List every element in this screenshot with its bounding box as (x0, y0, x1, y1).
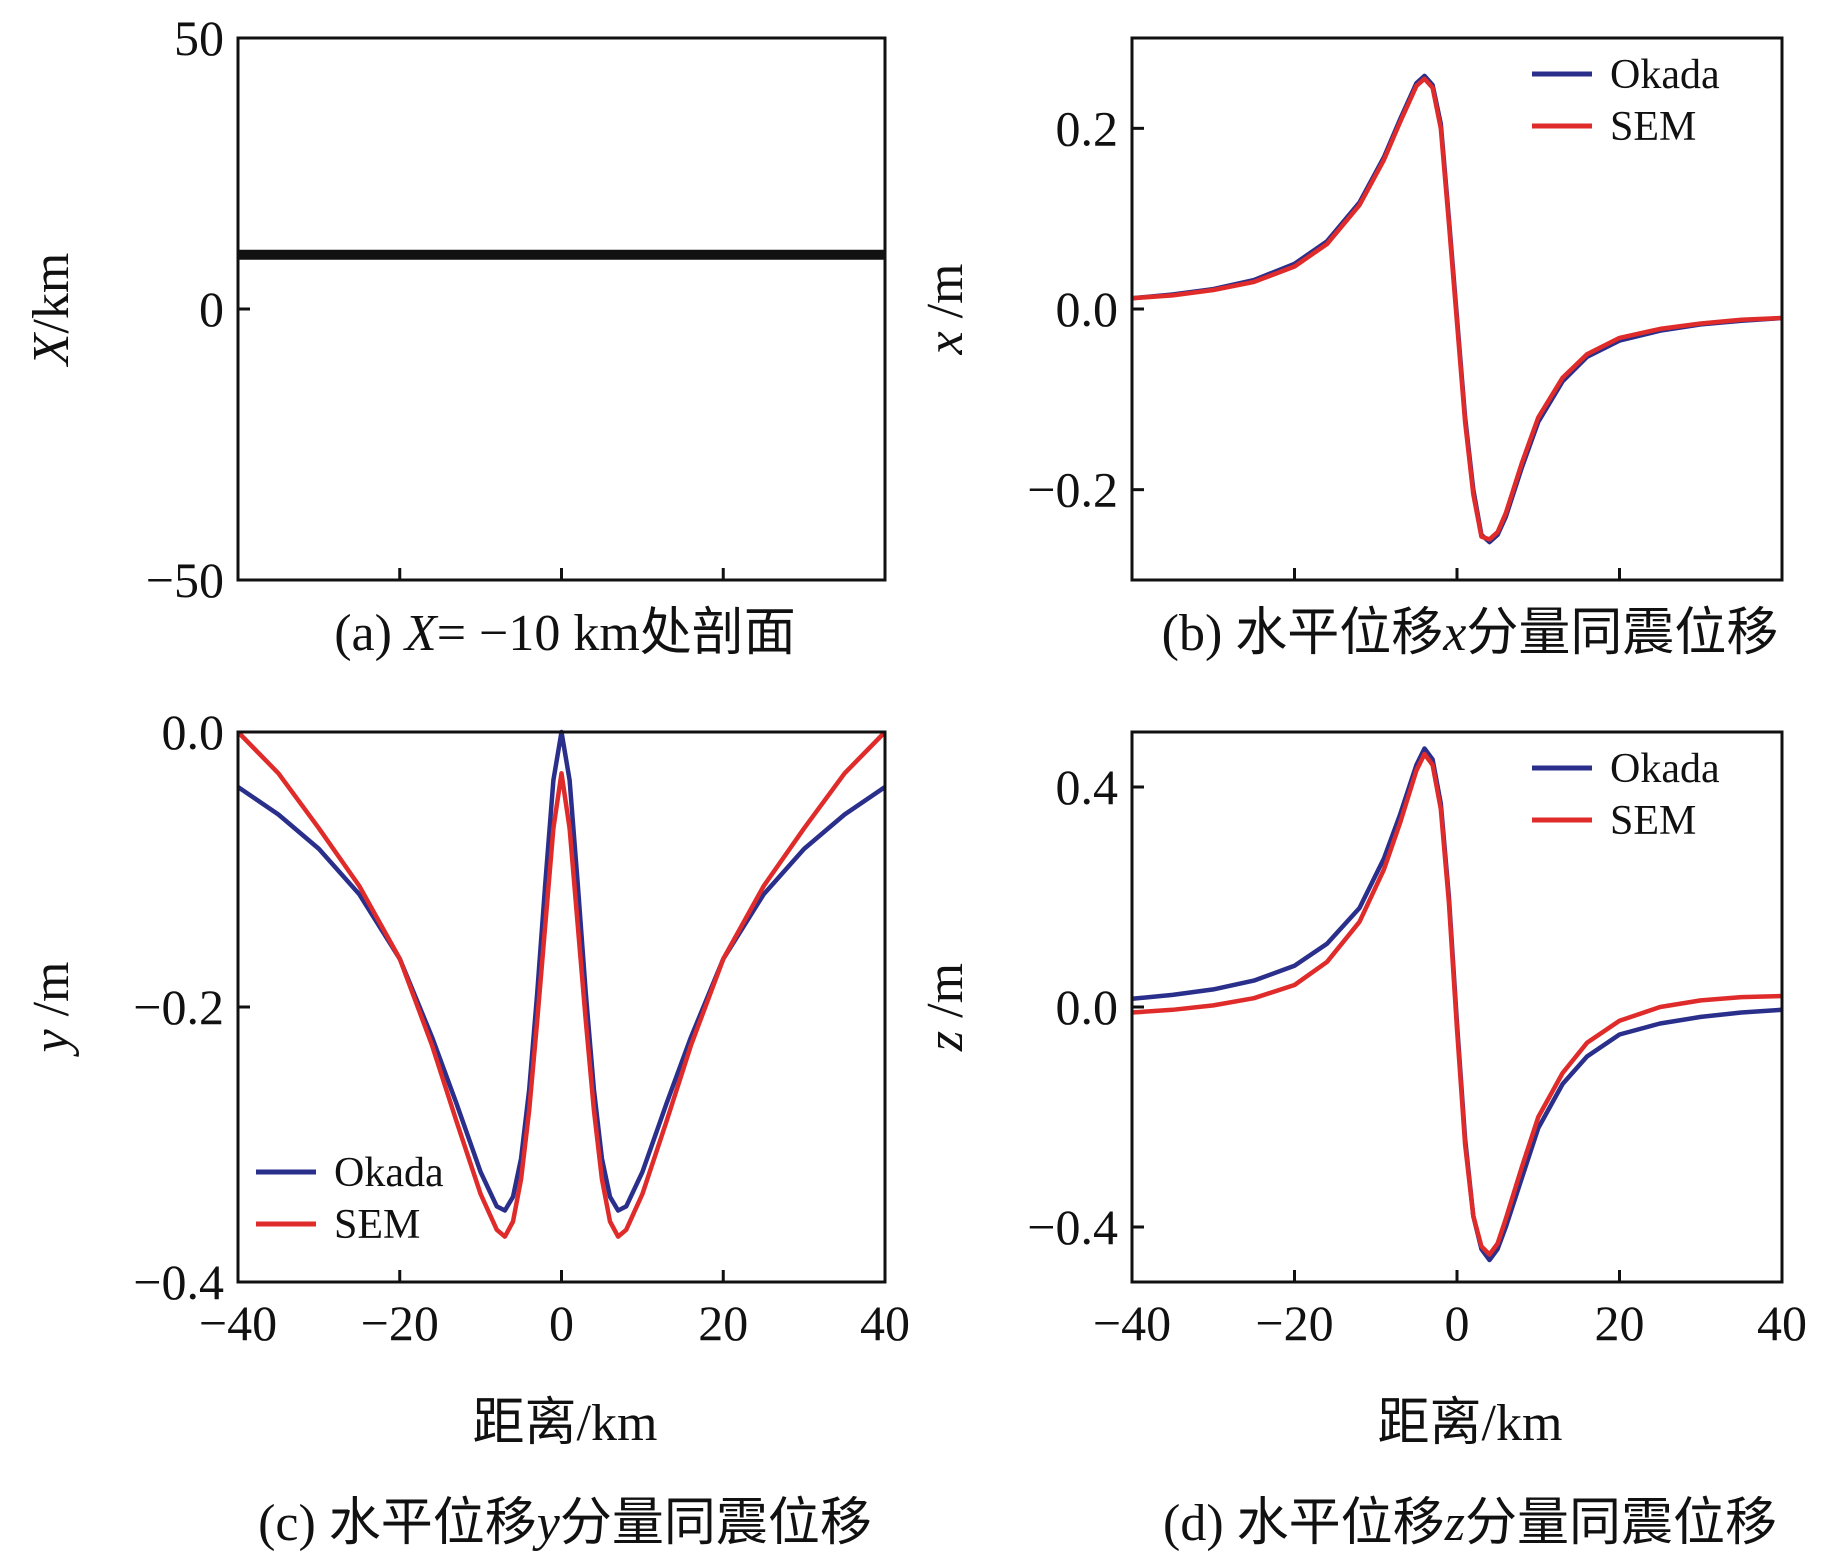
axes-frame (236, 36, 887, 582)
x-tick-label: 0 (1445, 1295, 1470, 1351)
x-tick-label: 40 (1757, 1295, 1807, 1351)
y-tick-label: 0.0 (162, 704, 225, 760)
panel-a: −50 0 50 X/km (23, 10, 887, 608)
x-tick-label: −40 (1093, 1295, 1171, 1351)
panel-b: −0.2 0.0 0.2 x /m Okada SEM (917, 36, 1784, 582)
x-tick-label: −20 (361, 1295, 439, 1351)
y-tick-label: −0.4 (1027, 1199, 1118, 1255)
axes-frame (236, 730, 887, 1284)
y-tick-label: −50 (146, 552, 224, 608)
x-tick-label: 0 (549, 1295, 574, 1351)
y-axis-label: z /m (917, 963, 974, 1052)
x-tick-label: 20 (1595, 1295, 1645, 1351)
legend-label-sem: SEM (1610, 104, 1696, 150)
x-axis-label-c: 距离/km (473, 1395, 658, 1452)
x-tick-label: 40 (860, 1295, 910, 1351)
y-tick-label: −0.2 (1027, 462, 1118, 518)
series-line-sem (1131, 76, 1783, 542)
x-axis-label-d: 距离/km (1378, 1395, 1563, 1452)
y-tick-label: 50 (174, 10, 224, 66)
x-tick-label: −20 (1255, 1295, 1333, 1351)
y-axis-label: y /m (23, 962, 80, 1058)
y-tick-label: −0.2 (133, 979, 224, 1035)
x-tick-label: 20 (698, 1295, 748, 1351)
y-tick-label: 0 (199, 281, 224, 337)
y-axis-label: x /m (917, 264, 974, 356)
series-line-okada (236, 729, 887, 1213)
legend-label-okada: Okada (334, 1150, 444, 1196)
legend-label-sem: SEM (1610, 798, 1696, 844)
caption-c: (c) 水平位移y分量同震位移 (258, 1495, 872, 1552)
y-tick-label: 0.0 (1056, 979, 1119, 1035)
caption-b: (b) 水平位移x分量同震位移 (1162, 605, 1779, 662)
panel-d: −0.4 0.0 0.4 −40 −20 0 20 40 z /m Okada SEM (917, 730, 1807, 1351)
y-tick-label: 0.4 (1056, 759, 1119, 815)
x-tick-label: −40 (199, 1295, 277, 1351)
series-line-sem (1131, 751, 1783, 1257)
legend-label-okada: Okada (1610, 746, 1720, 792)
legend-label-okada: Okada (1610, 52, 1720, 98)
legend-label-sem: SEM (334, 1202, 420, 1248)
y-tick-label: 0.2 (1056, 100, 1119, 156)
panel-c: −0.4 −0.2 0.0 −40 −20 0 20 40 y /m Okada SEM (23, 704, 910, 1351)
caption-a: (a) X= −10 km处剖面 (334, 605, 796, 662)
y-tick-label: 0.0 (1056, 281, 1119, 337)
y-tick-label: −0.4 (133, 1254, 224, 1310)
series-line-sem (236, 730, 887, 1239)
caption-d: (d) 水平位移z分量同震位移 (1163, 1495, 1777, 1552)
y-axis-label: X/km (23, 253, 80, 368)
